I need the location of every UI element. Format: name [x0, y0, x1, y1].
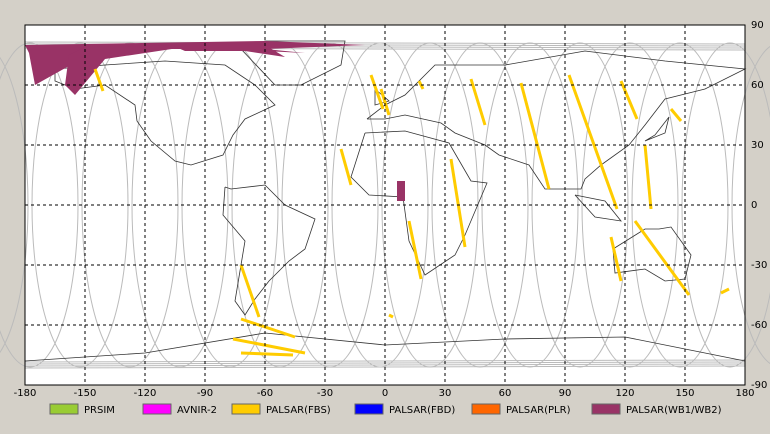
- legend-label: PALSAR(FBS): [266, 405, 331, 416]
- map-frame: [24, 24, 746, 386]
- legend-label: PALSAR(PLR): [506, 405, 571, 416]
- coastline: [350, 130, 488, 276]
- x-tick-label: -30: [317, 388, 333, 399]
- legend-swatch: [471, 403, 501, 415]
- x-tick-label: 30: [439, 388, 452, 399]
- y-tick-label: -60: [751, 320, 767, 331]
- fbs-swath: [643, 144, 653, 210]
- legend-label: PALSAR(WB1/WB2): [626, 405, 722, 416]
- legend-label: PALSAR(FBD): [389, 405, 455, 416]
- fbs-swath: [449, 158, 467, 248]
- fbs-swath: [240, 351, 294, 357]
- fbs-swath: [388, 313, 394, 319]
- orbit: [731, 45, 770, 365]
- fbs-swath: [609, 236, 623, 282]
- coastline: [612, 226, 692, 282]
- fbs-swath: [232, 337, 306, 355]
- y-tick-label: -90: [751, 380, 767, 391]
- legend-swatch: [49, 403, 79, 415]
- fbs-swath: [669, 108, 683, 122]
- x-tick-label: 0: [382, 388, 388, 399]
- orbit: [581, 42, 679, 368]
- x-tick-label: -150: [74, 388, 97, 399]
- fbs-swath: [339, 148, 353, 186]
- fbs-swath: [379, 88, 391, 116]
- fbs-swath: [240, 317, 296, 339]
- coastline: [644, 116, 670, 142]
- y-tick-label: 60: [751, 80, 764, 91]
- legend: PRSIM AVNIR-2 PALSAR(FBS) PALSAR(FBD) PALSAR…: [49, 403, 722, 416]
- fbs-swath: [519, 82, 551, 190]
- fbs-swath: [720, 287, 730, 295]
- orbit: [0, 56, 29, 354]
- coastline: [222, 184, 316, 316]
- wide-swath: [397, 181, 405, 201]
- x-tick-label: 180: [735, 388, 754, 399]
- orbit: [0, 42, 79, 368]
- coastline: [366, 50, 747, 190]
- legend-swatch: [354, 403, 384, 415]
- y-tick-label: 0: [751, 200, 757, 211]
- x-tick-label: -60: [257, 388, 273, 399]
- y-tick-label: 90: [751, 20, 764, 31]
- wide-swath: [65, 45, 305, 95]
- legend-label: PRSIM: [84, 405, 115, 416]
- fbs-swath: [619, 80, 639, 120]
- fbs-swath: [93, 68, 105, 92]
- fbs-swath: [469, 78, 487, 126]
- x-tick-label: -180: [14, 388, 37, 399]
- legend-label: AVNIR-2: [177, 405, 217, 416]
- fbs-swath: [567, 74, 619, 210]
- y-tick-label: -30: [751, 260, 767, 271]
- legend-swatch: [231, 403, 261, 415]
- x-tick-label: 60: [499, 388, 512, 399]
- x-tick-label: -120: [134, 388, 157, 399]
- x-tick-label: 90: [559, 388, 572, 399]
- y-tick-label: 30: [751, 140, 764, 151]
- legend-swatch: [591, 403, 621, 415]
- fbs-swath: [407, 220, 423, 280]
- coastline: [574, 194, 622, 222]
- orbit: [24, 363, 746, 367]
- x-tick-label: 150: [675, 388, 694, 399]
- fbs-swath: [369, 74, 385, 110]
- fbs-swath: [633, 220, 691, 296]
- fbs-swath: [239, 264, 261, 318]
- x-tick-label: -90: [197, 388, 213, 399]
- wide-swath: [171, 45, 285, 57]
- x-tick-label: 120: [615, 388, 634, 399]
- legend-swatch: [142, 403, 172, 415]
